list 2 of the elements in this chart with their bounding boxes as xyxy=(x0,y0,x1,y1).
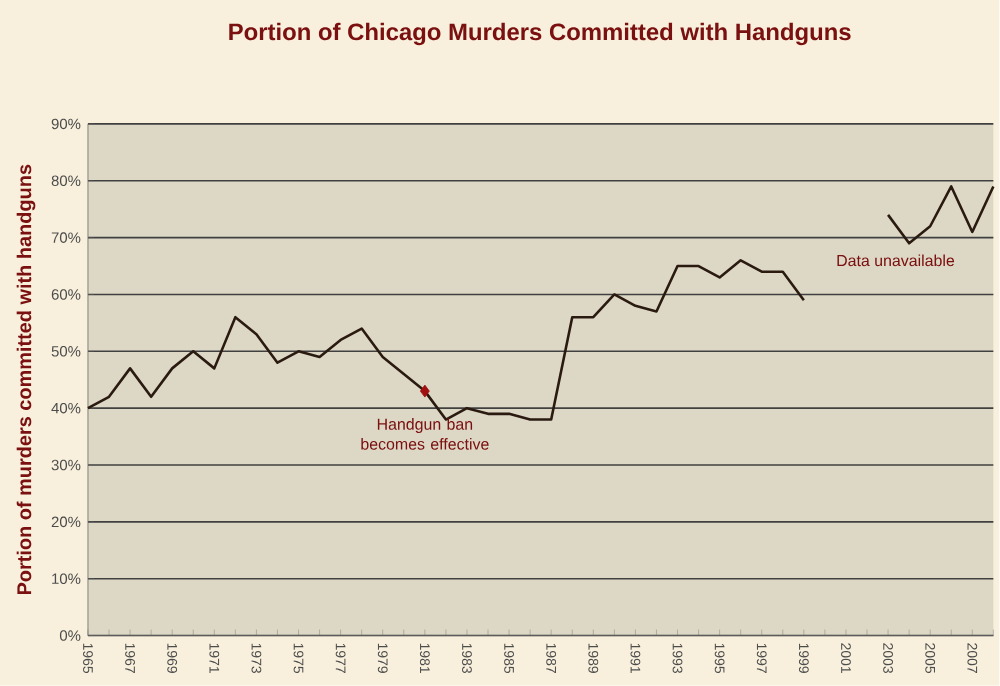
chart-title: Portion of Chicago Murders Committed with Handguns xyxy=(229,23,851,46)
y-axis-title: Portion of murders committed with handguns xyxy=(16,165,36,595)
